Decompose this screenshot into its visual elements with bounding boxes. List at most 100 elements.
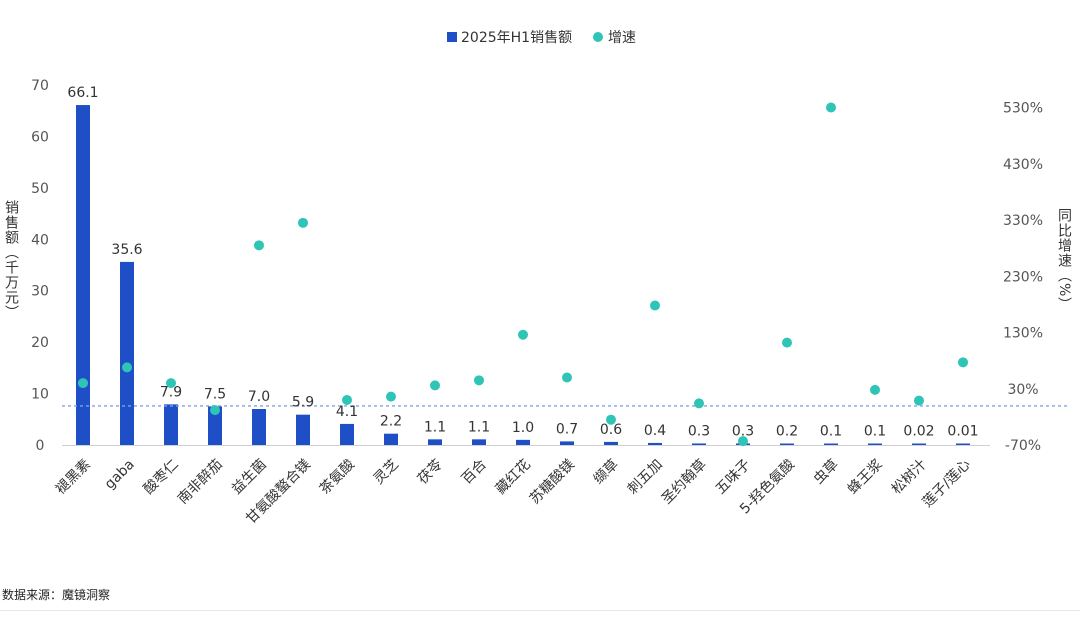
right-axis-tick-label: 430% [1003, 157, 1043, 173]
bottom-divider [0, 610, 1080, 611]
left-axis: 0 10 20 30 40 50 60 70 销售额（千万元） [3, 78, 990, 454]
bar-value-label: 0.1 [820, 424, 842, 440]
bar-value-label: 7.0 [248, 389, 270, 405]
category-label: 五味子 [713, 457, 754, 498]
growth-point [298, 217, 308, 228]
category-label: 灵芝 [371, 457, 402, 488]
category-label: 莲子/莲心 [920, 457, 974, 511]
bar-value-label: 1.1 [468, 419, 490, 435]
right-axis-tick-label: 330% [1003, 213, 1043, 229]
bar-value-label: 2.2 [380, 414, 402, 430]
right-axis-tick-label: 530% [1003, 101, 1043, 117]
legend-bar-label: 2025年H1销售额 [461, 30, 572, 46]
source-note: 数据来源：魔镜洞察 [2, 588, 111, 602]
bar-value-labels: 66.1 35.6 7.9 7.5 7.0 5.9 4.1 2.2 1.1 1.1 1.0 0.7 0.… [67, 85, 978, 439]
left-axis-tick-label: 60 [31, 129, 49, 145]
growth-point [738, 436, 748, 447]
category-label: 茶氨酸 [317, 457, 358, 498]
growth-point [166, 378, 176, 389]
legend-growth-label: 增速 [608, 30, 636, 46]
bar [868, 443, 882, 445]
category-label: 酸枣仁 [141, 457, 182, 498]
bar [120, 261, 134, 445]
bar [76, 105, 90, 446]
bar [472, 439, 486, 445]
bar-value-label: 35.6 [111, 242, 142, 258]
left-axis-tick-label: 50 [31, 181, 49, 197]
bar [252, 409, 266, 445]
bar-value-label: 0.7 [556, 421, 578, 437]
bar-value-label: 0.1 [864, 424, 886, 440]
legend-bar-swatch [447, 32, 457, 42]
bar [208, 406, 222, 445]
category-label: 茯苓 [414, 456, 446, 488]
bar [428, 439, 442, 445]
growth-point [826, 102, 836, 113]
growth-series [78, 102, 968, 447]
growth-point [650, 300, 660, 311]
category-label: 虫草 [811, 457, 842, 488]
right-axis-title: 同比增速（%） [1056, 208, 1072, 312]
bar [340, 423, 354, 445]
bar [164, 404, 178, 445]
category-label: 益生菌 [229, 457, 270, 498]
legend: 2025年H1销售额 增速 [447, 30, 636, 46]
left-axis-tick-label: 0 [36, 438, 45, 454]
growth-point [122, 362, 132, 373]
growth-point [914, 395, 924, 406]
bar [560, 441, 574, 445]
right-axis-tick-label: -70% [1005, 438, 1041, 454]
bar [648, 442, 662, 445]
growth-point [958, 357, 968, 368]
bar [912, 443, 926, 445]
bar [824, 443, 838, 445]
bar [956, 443, 970, 445]
category-label: gaba [102, 457, 138, 493]
bar-value-label: 1.0 [512, 420, 534, 436]
bar-value-label: 7.9 [160, 384, 182, 400]
left-axis-tick-label: 20 [31, 335, 49, 351]
category-label: 苏糖酸镁 [527, 457, 578, 508]
growth-point [606, 414, 616, 425]
bar-value-label: 0.6 [600, 422, 622, 438]
left-axis-tick-label: 30 [31, 284, 49, 300]
left-axis-title: 销售额（千万元） [3, 200, 19, 320]
bar-value-label: 0.3 [688, 423, 710, 439]
bar [384, 433, 398, 445]
bar-value-label: 0.2 [776, 424, 798, 440]
growth-point [562, 372, 572, 383]
bar [780, 443, 794, 445]
category-label: 褪黑素 [53, 457, 94, 498]
bar [604, 441, 618, 445]
growth-point [386, 391, 396, 402]
category-label: 藏红花 [493, 457, 534, 498]
category-label: 圣约翰草 [659, 457, 710, 508]
growth-point [430, 380, 440, 391]
growth-point [518, 329, 528, 340]
growth-point [210, 405, 220, 416]
bar-value-label: 1.1 [424, 419, 446, 435]
category-labels: 褪黑素 gaba 酸枣仁南非醉茄 益生菌甘氨酸螯合镁 茶氨酸 灵芝 茯苓 百合 藏红花苏糖酸镁缬… [53, 456, 974, 527]
growth-point [342, 395, 352, 405]
bar-value-label: 66.1 [67, 85, 98, 101]
category-label: 蜂王浆 [845, 457, 886, 498]
category-label: 南非醉茄 [174, 456, 226, 508]
left-axis-tick-label: 10 [31, 387, 49, 403]
category-label: 缬草 [591, 457, 622, 488]
bar [296, 414, 310, 445]
bar-value-label: 0.02 [903, 424, 934, 440]
growth-point [782, 337, 792, 348]
category-label: 刺五加 [625, 457, 666, 498]
growth-point [870, 384, 880, 395]
growth-point [254, 240, 264, 251]
right-axis-tick-label: 30% [1007, 382, 1038, 398]
right-axis: -70% 30% 130% 230% 330% 430% 530% 同比增速（%） [1003, 101, 1072, 455]
bar-value-label: 7.5 [204, 386, 226, 402]
bar-value-label: 0.01 [947, 424, 978, 440]
legend-growth-swatch [593, 32, 603, 42]
bar-series [76, 105, 970, 446]
bar [692, 443, 706, 445]
right-axis-tick-label: 130% [1003, 326, 1043, 342]
category-label: 松树汁 [889, 457, 930, 498]
